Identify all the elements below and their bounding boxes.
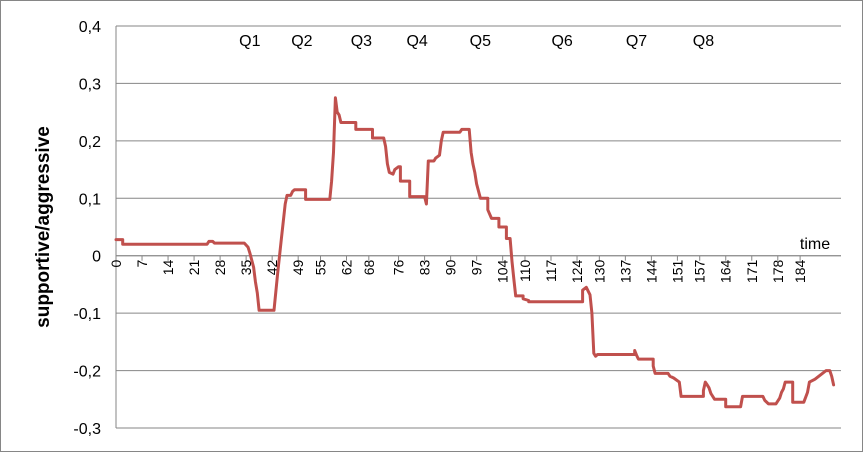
y-tick-label: 0,3 [79,76,101,93]
y-tick-label: 0,2 [79,134,101,151]
y-axis: 0,4 0,3 0,2 0,1 0 -0,1 -0,2 -0,3 [73,19,117,438]
annotation-label: Q4 [406,33,427,50]
x-tick-label: 97 [469,260,485,276]
annotation-label: Q5 [470,33,491,50]
x-tick-label: 21 [186,260,202,276]
y-tick-label: -0,3 [73,421,101,438]
annotation-label: Q2 [291,33,312,50]
series-line [114,96,836,409]
gridlines [116,25,841,429]
annotation-label: Q1 [239,33,260,50]
x-axis-label: time [800,236,830,253]
x-tick-label: 7 [134,260,150,268]
x-tick-label: 90 [443,260,459,276]
x-tick-label: 117 [543,260,559,283]
x-tick-label: 49 [290,260,306,276]
x-tick-label: 55 [312,260,328,276]
x-tick-label: 76 [391,260,407,276]
annotation-label: Q7 [626,33,647,50]
x-tick-label: 35 [238,260,254,276]
x-tick-label: 0 [108,260,124,268]
y-tick-label: 0 [92,249,101,266]
annotations: Q1 Q2 Q3 Q4 Q5 Q6 Q7 Q8 [239,33,714,50]
annotation-label: Q8 [693,33,714,50]
y-tick-label: 0,4 [79,19,101,36]
x-tick-label: 184 [792,260,808,284]
x-tick-label: 164 [718,260,734,284]
series-layer [114,96,836,409]
annotation-label: Q6 [551,33,572,50]
x-tick-label: 14 [160,260,176,276]
y-tick-label: 0,1 [79,191,101,208]
x-tick-label: 178 [770,260,786,284]
x-tick-label: 83 [417,260,433,276]
x-tick-label: 130 [591,260,607,284]
x-tick-label: 28 [212,260,228,276]
annotation-label: Q3 [351,33,372,50]
x-tick-label: 104 [495,260,511,284]
x-tick-label: 151 [669,260,685,284]
x-tick-label: 124 [569,260,585,284]
x-tick-label: 62 [339,260,355,276]
y-axis-label: supportive/aggressive [33,126,54,328]
x-tick-label: 68 [361,260,377,276]
y-tick-label: -0,1 [73,306,101,323]
x-tick-label: 157 [692,260,708,284]
x-tick-label: 144 [643,260,659,284]
x-tick-label: 42 [264,260,280,276]
x-axis: 0 7 14 21 28 35 42 49 55 62 68 76 83 90 97 104 110 117 124… [108,255,841,284]
y-tick-label: -0,2 [73,364,101,381]
x-tick-label: 171 [744,260,760,284]
x-tick-label: 110 [517,260,533,283]
x-tick-label: 137 [617,260,633,284]
